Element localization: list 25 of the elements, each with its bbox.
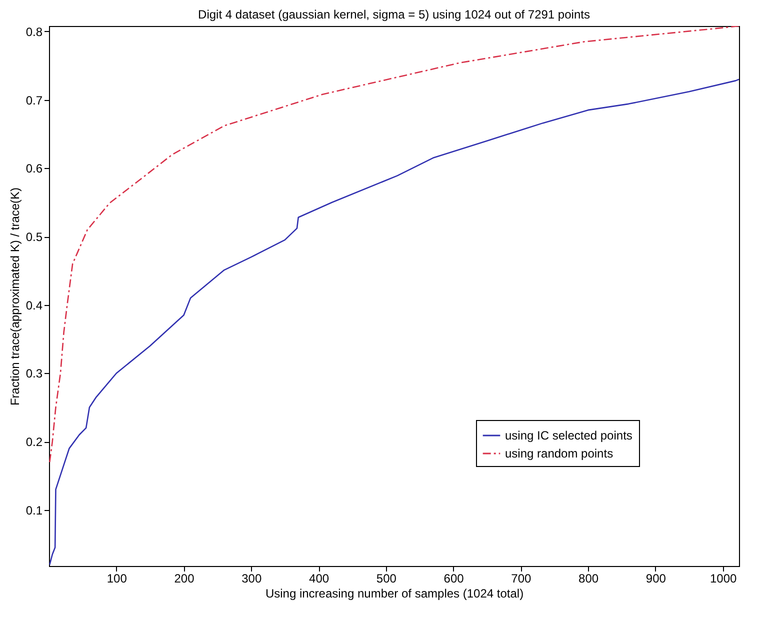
x-tick-label: 400: [309, 572, 330, 586]
y-tick-label: 0.8: [26, 24, 43, 39]
x-axis-title: Using increasing number of samples (1024 total): [265, 586, 524, 600]
y-tick-label: 0.4: [26, 298, 43, 312]
x-tick-label: 500: [376, 572, 397, 586]
y-tick-label: 0.6: [26, 162, 43, 176]
y-tick-label: 0.3: [26, 366, 43, 381]
line-series: [49, 26, 739, 463]
y-tick-label: 0.1: [26, 503, 43, 518]
x-tick-label: 200: [174, 572, 195, 586]
x-tick-label: 1000: [710, 572, 737, 586]
x-tick-label: 100: [106, 572, 128, 586]
x-tick-label: 900: [646, 572, 666, 586]
x-tick-label: 700: [511, 572, 532, 586]
y-axis-title: Fraction trace(approximated K) / trace(K): [8, 187, 22, 406]
legend-label: using random points: [505, 446, 614, 460]
x-tick-label: 600: [444, 572, 464, 586]
y-tick-label: 0.5: [26, 230, 43, 244]
chart-title: Digit 4 dataset (gaussian kernel, sigma = 5) using 1024 out of 7291 points: [198, 7, 590, 22]
legend-label: using IC selected points: [505, 428, 632, 442]
y-tick-label: 0.2: [26, 435, 43, 450]
y-tick-label: 0.7: [26, 93, 43, 108]
x-tick-label: 300: [242, 572, 262, 586]
line-series: [49, 78, 739, 566]
x-tick-label: 800: [578, 572, 599, 586]
